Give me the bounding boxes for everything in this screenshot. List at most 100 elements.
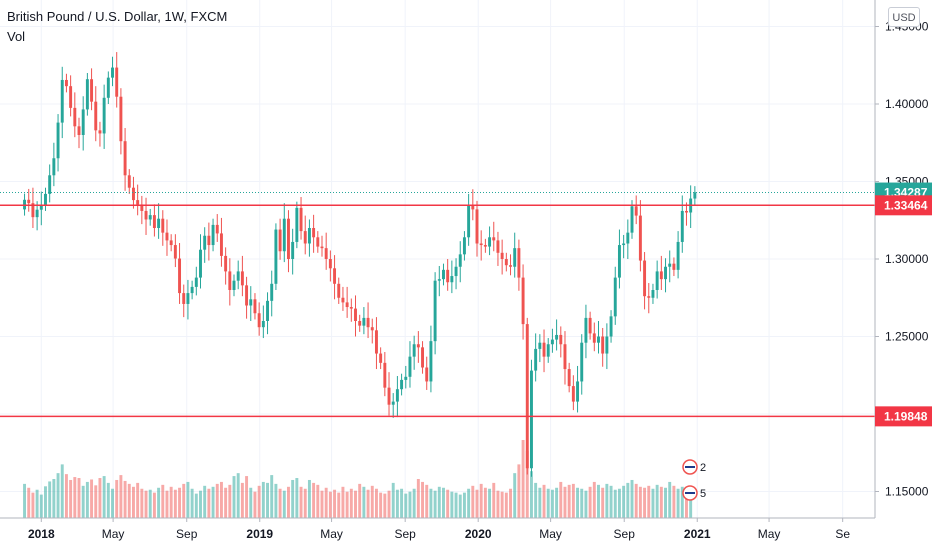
candle-body [349,307,353,309]
candle-body [219,233,223,256]
volume-bar [630,479,634,518]
candle-body [333,268,337,284]
candle-body [245,285,249,306]
candle-body [35,209,39,218]
price-tick-label: 1.15000 [885,485,929,499]
candle-body [517,248,521,278]
candle-body [601,336,605,354]
candle-body [534,348,538,371]
candle-body [320,246,324,249]
candle-body [324,248,328,259]
volume-bar [295,478,299,518]
candle-body [597,336,600,343]
candle-body [546,344,550,357]
volume-bar [685,487,688,518]
candle-body [542,342,546,357]
volume-bar [282,490,286,518]
volume-bar [186,481,190,519]
price-tick-label: 1.40000 [885,97,929,111]
volume-bar [358,483,362,519]
candle-body [287,218,290,259]
time-tick-label: Sep [176,527,198,541]
candle-body [291,241,295,259]
volume-bar [81,485,85,518]
volume-bar [127,483,131,519]
volume-bar [44,486,47,518]
time-tick-label: 2021 [684,527,711,541]
candle-body [178,258,182,294]
volume-bar [249,487,253,518]
candle-body [668,263,672,267]
volume-bar [408,491,412,519]
volume-bar [676,488,680,518]
candle-body [102,97,106,134]
volume-bar [525,450,529,519]
candle-body [680,210,684,242]
candle-body [39,204,43,210]
candle-body [111,67,114,78]
candle-body [232,280,236,290]
volume-bar [538,487,542,518]
volume-bar [232,476,236,518]
volume-bar [48,481,52,518]
candle-body [630,206,634,233]
candle-body [676,241,680,270]
volume-bar [320,490,324,518]
candle-body [127,175,131,188]
volume-bar [492,482,496,518]
time-tick-label: May [102,527,125,541]
candle-body [475,209,479,244]
volume-bar [52,479,56,518]
volume-bar [190,488,194,518]
candle-body [270,283,274,301]
volume-bar [395,489,399,518]
candle-body [400,379,404,390]
candle-body [446,269,450,283]
candle-body [584,317,588,343]
volume-bar [307,479,311,518]
candle-body [370,327,374,331]
candle-body [442,269,445,280]
candle-body [148,215,152,220]
candle-body [199,249,202,278]
volume-bar [421,481,424,519]
candle-body [123,141,127,176]
volume-bar [534,482,538,518]
candle-body [190,286,194,294]
candle-body [521,277,525,325]
volume-bar [622,485,626,518]
volume-bar [617,488,621,518]
candle-body [136,200,140,205]
candle-body [203,235,207,250]
volume-bar [228,484,232,518]
volume-bar [85,481,89,519]
candle-body [588,317,592,334]
time-tick-label: Sep [395,527,417,541]
candle-body [408,356,412,377]
candle-body [144,210,148,220]
volume-bar [605,483,609,519]
candle-body [140,204,144,211]
volume-bar [362,486,366,518]
volume-bar [31,492,35,518]
candle-body [27,199,31,204]
candle-body [73,107,77,127]
level-2-badge-label: 1.19848 [884,409,928,423]
volume-bar [123,480,127,518]
volume-bar [387,490,391,518]
candle-body [462,237,466,255]
volume-bar [672,485,676,518]
volume-indicator-label[interactable]: Vol [7,29,26,44]
candle-body [651,290,655,298]
time-tick-label: 2018 [28,527,55,541]
volume-bar [207,488,211,518]
currency-button[interactable]: USD [888,7,920,27]
volume-bar [404,493,408,519]
candle-body [488,237,492,247]
volume-bar [588,486,592,518]
volume-bar [337,492,341,518]
volume-bar [496,490,500,518]
volume-bar [266,482,269,518]
